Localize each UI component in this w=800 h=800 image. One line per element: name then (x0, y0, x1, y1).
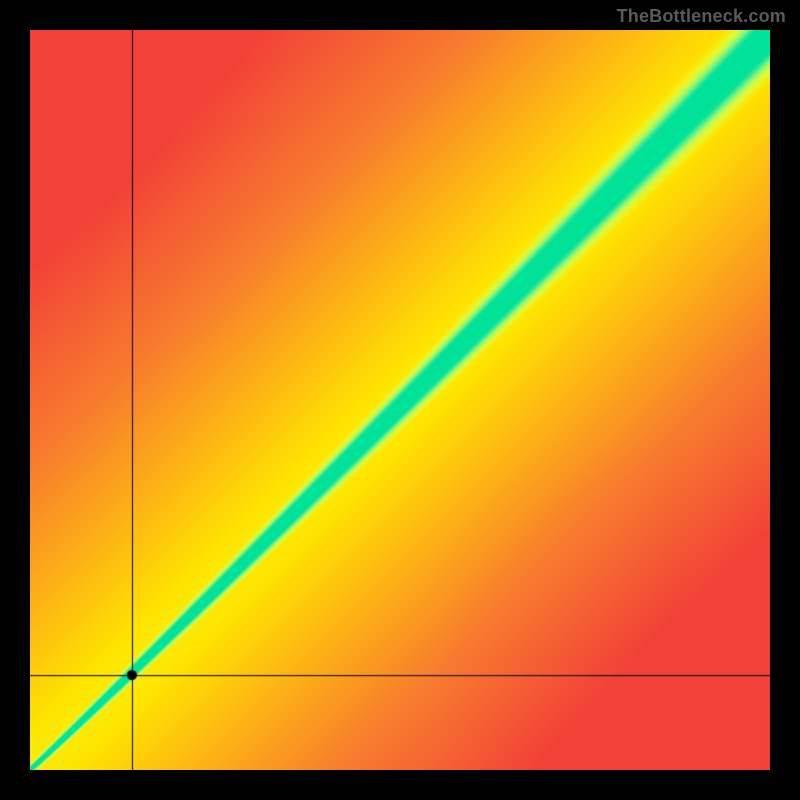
outer-frame: TheBottleneck.com (0, 0, 800, 800)
watermark-text: TheBottleneck.com (617, 6, 786, 27)
bottleneck-heatmap (30, 30, 770, 770)
